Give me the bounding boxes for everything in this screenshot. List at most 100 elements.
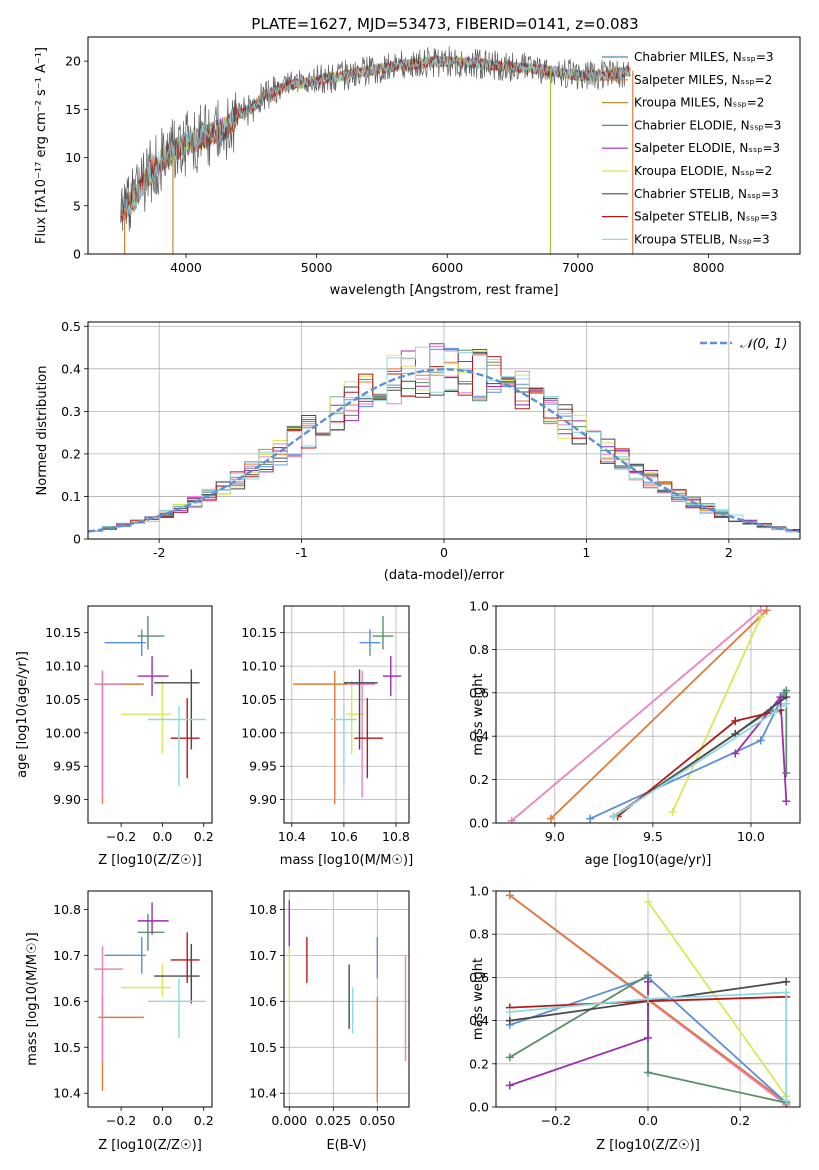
y-tick-label: 0.3: [61, 404, 81, 419]
weight-marker: [505, 1053, 514, 1062]
axes-frame: [495, 890, 801, 1108]
weight-marker: [546, 814, 555, 823]
histogram-series-line: [88, 346, 800, 533]
axes-frame: [283, 605, 410, 824]
y-axis-label: Normed distribution: [35, 366, 50, 496]
y-tick-label: 10.00: [45, 725, 81, 740]
weight-marker: [505, 1081, 514, 1090]
x-tick-label: 9.0: [545, 829, 565, 844]
weight-marker: [505, 1007, 514, 1016]
histogram-series-line: [88, 343, 800, 532]
errorbars: [94, 616, 206, 805]
spectrum-series-line: [120, 46, 631, 232]
weight-marker: [770, 708, 779, 717]
panel-residuals: -2 -1 0 1 2 0 0.1 0.2 0.3 0.4 0.5 (data-model)/erro…: [35, 319, 801, 583]
panel-mass-vs-ebv: 0.000 0.025 0.050 10.4 10.5 10.6 10.7 10.8 E(B-V…: [249, 890, 410, 1153]
weight-marker: [782, 769, 791, 778]
gaussian-curve: [88, 368, 800, 533]
axes-frame: [87, 36, 801, 255]
y-tick-label: 10.10: [45, 659, 81, 674]
x-tick-label: 10.8: [382, 829, 410, 844]
x-tick-label: 10.0: [737, 829, 765, 844]
legend-entry: Salpeter STELIB, Nₛₛₚ=3: [634, 210, 778, 224]
residuals-legend: 𝒩(0, 1): [700, 337, 787, 352]
y-tick-label: 15: [65, 102, 81, 117]
weight-marker: [644, 995, 652, 1003]
weight-marker: [731, 749, 740, 758]
errorbars: [288, 900, 407, 1103]
y-axis-label: Flux [fλ10⁻¹⁷ erg cm⁻² s⁻¹ A⁻¹]: [34, 47, 49, 244]
spectrum-lines: [120, 46, 634, 254]
legend-entry: Salpeter MILES, Nₛₛₚ=2: [634, 73, 772, 87]
weight-series-line: [550, 609, 768, 820]
y-tick-label: 10.4: [53, 1086, 81, 1101]
x-tick-label: 9.5: [643, 829, 663, 844]
x-tick-label: 0: [440, 545, 448, 560]
weight-marker: [505, 891, 514, 900]
errorbars: [94, 902, 206, 1091]
weight-marker: [782, 977, 791, 986]
x-tick-label: 0.2: [194, 1113, 214, 1128]
weight-lines: [507, 606, 791, 823]
y-tick-label: 10.15: [45, 625, 81, 640]
x-axis-label: wavelength [Angstrom, rest frame]: [330, 283, 559, 298]
x-tick-label: 6000: [431, 260, 463, 275]
x-tick-label: 10.6: [330, 829, 358, 844]
x-tick-label: −0.2: [106, 1113, 136, 1128]
y-tick-label: 20: [65, 54, 81, 69]
y-tick-label: 1.0: [469, 884, 489, 899]
x-tick-label: 1: [582, 545, 590, 560]
panel-weight-vs-age: 9.0 9.5 10.0 0.0 0.2 0.4 0.6 0.8 1.0 age [log10(a…: [469, 599, 801, 868]
y-tick-label: 9.95: [53, 759, 81, 774]
legend-entry: Chabrier ELODIE, Nₛₛₚ=3: [634, 118, 781, 132]
y-tick-label: 0.5: [61, 319, 81, 334]
y-tick-label: 1.0: [469, 599, 489, 614]
axes-frame: [495, 605, 801, 824]
y-tick-label: 10.05: [45, 692, 81, 707]
weight-marker: [668, 808, 677, 817]
x-tick-label: -2: [153, 545, 165, 560]
y-tick-label: 0.0: [469, 1100, 489, 1115]
x-tick-label: 0.050: [359, 1113, 395, 1128]
y-tick-label: 10.00: [241, 725, 277, 740]
y-tick-label: 0.6: [469, 685, 489, 700]
x-tick-label: 0.2: [194, 829, 214, 844]
y-tick-label: 0.6: [469, 970, 489, 985]
y-tick-label: 10.4: [249, 1086, 277, 1101]
y-tick-label: 10.6: [249, 994, 277, 1009]
y-tick-label: 9.90: [53, 792, 81, 807]
y-tick-label: 0: [73, 247, 81, 262]
y-tick-label: 10: [65, 150, 81, 165]
x-axis-label: age [log10(age/yr)]: [585, 853, 712, 868]
x-axis-label: Z [log10(Z/Z☉)]: [98, 1138, 202, 1153]
weight-marker: [644, 1033, 652, 1042]
weight-series-line: [511, 609, 762, 822]
weight-marker: [782, 1096, 791, 1105]
axes-frame: [87, 321, 801, 540]
x-tick-label: −0.2: [541, 1113, 571, 1128]
x-tick-label: 5000: [301, 260, 333, 275]
errorbars: [293, 616, 402, 805]
legend-entry: Kroupa ELODIE, Nₛₛₚ=2: [634, 164, 772, 178]
panel-mass-vs-Z: −0.2 0.0 0.2 10.4 10.5 10.6 10.7 10.8 Z [log10(Z…: [25, 890, 214, 1153]
legend-entry: Salpeter ELODIE, Nₛₛₚ=3: [634, 141, 780, 155]
y-tick-label: 0.1: [61, 489, 81, 504]
panel-weight-vs-Z: −0.2 0.0 0.2 0.0 0.2 0.4 0.6 0.8 1.0 Z [log10(Z/Z…: [469, 884, 801, 1153]
legend-entry: Kroupa MILES, Nₛₛₚ=2: [634, 96, 764, 110]
axes-frame: [283, 890, 410, 1108]
weight-marker: [762, 606, 771, 615]
weight-marker: [782, 699, 791, 708]
x-tick-label: 8000: [693, 260, 725, 275]
x-tick-label: 10.4: [278, 829, 306, 844]
axes-frame: [87, 890, 213, 1108]
x-tick-label: 0.2: [730, 1113, 750, 1128]
y-tick-label: 10.6: [53, 994, 81, 1009]
panel-age-vs-Z: −0.2 0.0 0.2 9.90 9.95 10.00 10.05 10.10 10.15 Z …: [15, 605, 214, 868]
legend-entry: Kroupa STELIB, Nₛₛₚ=3: [634, 232, 770, 246]
y-tick-label: 10.7: [53, 948, 81, 963]
figure-title: PLATE=1627, MJD=53473, FIBERID=0141, z=0…: [251, 15, 638, 33]
x-tick-label: 0.0: [638, 1113, 658, 1128]
x-axis-label: Z [log10(Z/Z☉)]: [98, 853, 202, 868]
